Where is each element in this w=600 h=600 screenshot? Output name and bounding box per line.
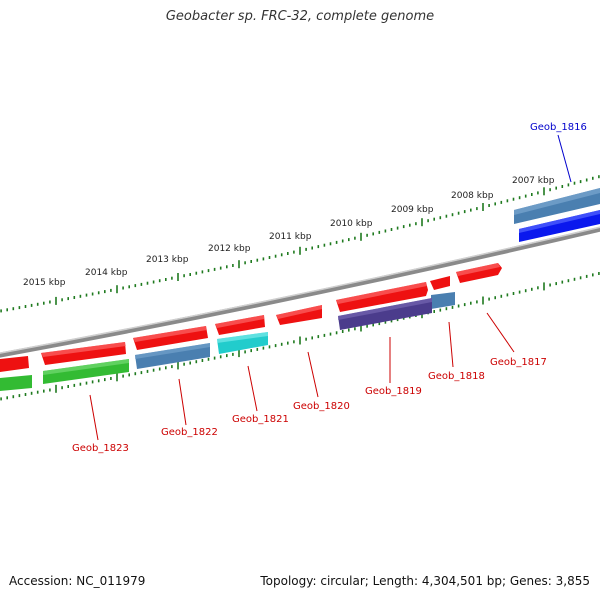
- secondary-genes: [0, 292, 455, 391]
- leader-geob-1818: [448, 321, 454, 368]
- genome-backbone: [0, 226, 600, 358]
- kbp-label-2011: 2011 kbp: [269, 232, 312, 242]
- accession-text: Accession: NC_011979: [9, 574, 146, 588]
- leader-geob-1821: [247, 365, 258, 412]
- gene-geob-1818-bar[interactable]: [431, 292, 455, 309]
- leader-geob-1820: [307, 351, 319, 398]
- kbp-label-2012: 2012 kbp: [208, 244, 251, 254]
- outer-tick-track: [0, 175, 600, 313]
- kbp-label-2007: 2007 kbp: [512, 176, 555, 186]
- map-title: Geobacter sp. FRC-32, complete genome: [165, 9, 435, 24]
- gene-label-geob-1822[interactable]: Geob_1822: [161, 427, 218, 438]
- gene-label-geob-1821[interactable]: Geob_1821: [232, 414, 289, 425]
- leader-geob-1816: [557, 134, 572, 183]
- kbp-label-2013: 2013 kbp: [146, 255, 189, 265]
- kbp-label-2014: 2014 kbp: [85, 268, 128, 278]
- gene-red-small-bar[interactable]: [430, 276, 450, 290]
- kbp-label-2008: 2008 kbp: [451, 191, 494, 201]
- leader-lines: [89, 134, 572, 441]
- leader-geob-1822: [178, 378, 187, 426]
- leader-geob-1823: [89, 394, 99, 441]
- gene-label-geob-1819[interactable]: Geob_1819: [365, 386, 422, 397]
- gene-left-green-bar[interactable]: [0, 375, 32, 391]
- gene-label-geob-1820[interactable]: Geob_1820: [293, 401, 350, 412]
- gene-label-geob-1817[interactable]: Geob_1817: [490, 357, 547, 368]
- gene-label-geob-1818[interactable]: Geob_1818: [428, 371, 485, 382]
- leader-geob-1817: [486, 312, 515, 353]
- kbp-label-2015: 2015 kbp: [23, 278, 66, 288]
- kbp-label-2009: 2009 kbp: [391, 205, 434, 215]
- gene-label-geob-1816[interactable]: Geob_1816: [530, 122, 587, 133]
- gene-labels: Geob_1816 Geob_1817 Geob_1818 Geob_1819 …: [72, 122, 587, 454]
- genome-summary-text: Topology: circular; Length: 4,304,501 bp…: [260, 574, 590, 588]
- kbp-labels: 2015 kbp 2014 kbp 2013 kbp 2012 kbp 2011…: [23, 176, 555, 288]
- gene-left-red-bar[interactable]: [0, 356, 29, 372]
- kbp-label-2010: 2010 kbp: [330, 219, 373, 229]
- gene-label-geob-1823[interactable]: Geob_1823: [72, 443, 129, 454]
- inner-tick-track: [0, 272, 600, 401]
- forward-genes: [0, 188, 600, 372]
